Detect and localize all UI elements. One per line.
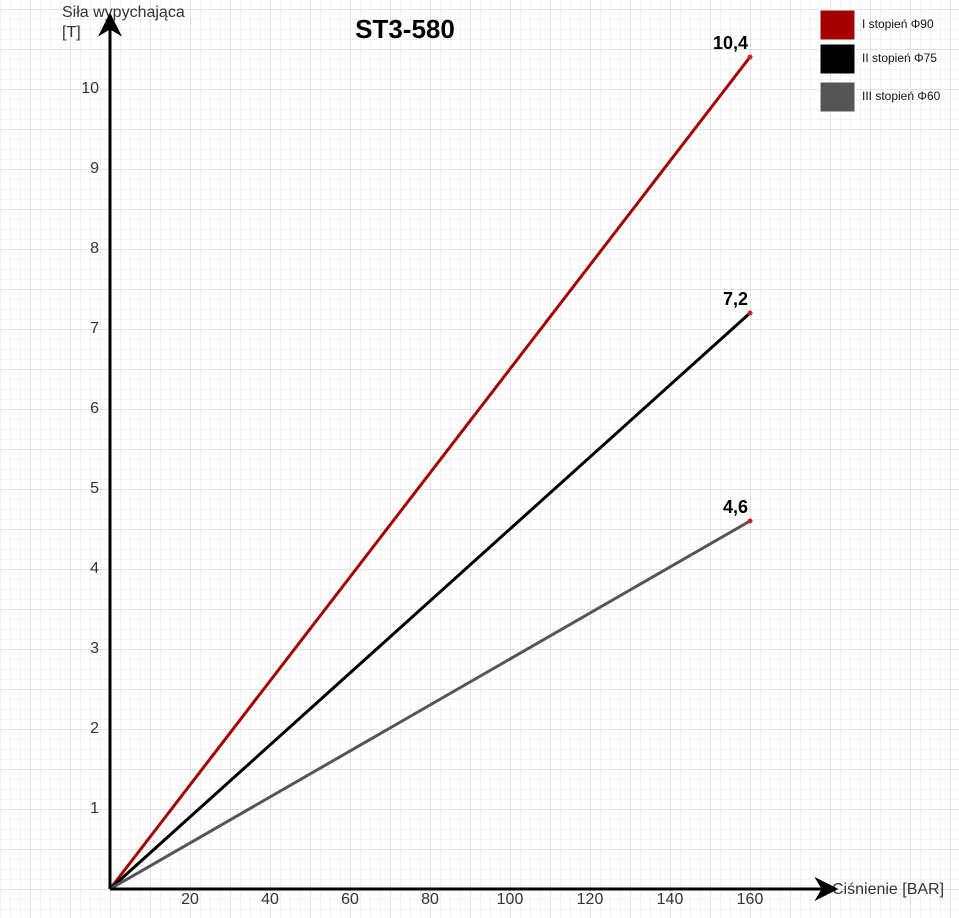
legend-swatch bbox=[819, 43, 856, 75]
x-tick-label: 100 bbox=[497, 891, 524, 908]
data-label: 10,4 bbox=[713, 33, 748, 53]
chart-title: ST3-580 bbox=[355, 14, 455, 44]
legend-swatch bbox=[819, 9, 856, 41]
y-tick-label: 4 bbox=[90, 560, 99, 577]
y-axis-label: [T] bbox=[62, 24, 81, 41]
x-tick-label: 80 bbox=[421, 891, 439, 908]
series-line bbox=[109, 519, 751, 891]
y-axis-label: Siła wypychająca bbox=[62, 4, 185, 21]
data-point bbox=[747, 518, 753, 524]
y-tick-label: 10 bbox=[81, 80, 99, 97]
legend-label: I stopień Φ90 bbox=[862, 17, 934, 31]
data-label: 4,6 bbox=[723, 497, 748, 517]
x-tick-label: 140 bbox=[657, 891, 684, 908]
y-tick-label: 5 bbox=[90, 480, 99, 497]
series-line bbox=[108, 311, 752, 891]
x-tick-label: 120 bbox=[577, 891, 604, 908]
y-tick-label: 3 bbox=[90, 640, 99, 657]
series-line bbox=[108, 56, 752, 890]
legend-swatch bbox=[819, 81, 856, 113]
y-tick-label: 8 bbox=[90, 240, 99, 257]
data-point bbox=[747, 54, 753, 60]
y-tick-label: 1 bbox=[90, 800, 99, 817]
data-point bbox=[747, 310, 753, 316]
y-tick-label: 9 bbox=[90, 160, 99, 177]
x-axis-label: Ciśnienie [BAR] bbox=[832, 881, 944, 898]
legend-label: II stopień Φ75 bbox=[862, 51, 937, 65]
x-tick-label: 160 bbox=[737, 891, 764, 908]
x-tick-label: 60 bbox=[341, 891, 359, 908]
x-tick-label: 20 bbox=[181, 891, 199, 908]
y-tick-label: 2 bbox=[90, 720, 99, 737]
y-tick-label: 7 bbox=[90, 320, 99, 337]
data-label: 7,2 bbox=[723, 289, 748, 309]
y-tick-label: 6 bbox=[90, 400, 99, 417]
legend-label: III stopień Φ60 bbox=[862, 89, 941, 103]
x-tick-label: 40 bbox=[261, 891, 279, 908]
